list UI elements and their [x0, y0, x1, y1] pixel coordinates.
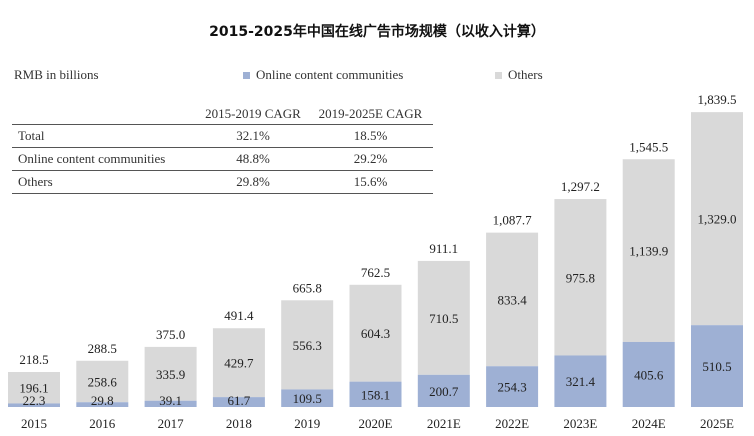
bar-label-online: 29.8 — [91, 393, 114, 408]
cagr-header-2019-2025: 2019-2025E CAGR — [318, 106, 423, 121]
bar-online — [212, 397, 265, 407]
bar-others — [486, 232, 539, 367]
bar-online — [417, 374, 470, 407]
bar-online — [76, 402, 129, 407]
bar-others — [417, 260, 470, 375]
bar-label-others: 556.3 — [293, 338, 322, 353]
bar-total-label: 218.5 — [19, 352, 48, 367]
bar-total-label: 1,839.5 — [698, 92, 737, 107]
bar-label-online: 61.7 — [228, 393, 251, 408]
x-tick-label: 2017 — [158, 416, 185, 431]
bar-others — [8, 371, 60, 404]
cagr-row-others: Others 29.8% 15.6% — [12, 170, 433, 194]
cagr-table: 2015-2019 CAGR 2019-2025E CAGR Total 32.… — [12, 104, 433, 194]
cagr-header-2015-2019: 2015-2019 CAGR — [205, 106, 301, 121]
bar-label-online: 22.3 — [23, 393, 46, 408]
bar-online — [281, 389, 334, 407]
cagr-row-label: Others — [12, 170, 198, 194]
bar-total-label: 1,545.5 — [629, 139, 668, 154]
bar-total-label: 1,297.2 — [561, 179, 600, 194]
bar-label-others: 833.4 — [497, 292, 527, 307]
bar-others — [691, 112, 743, 326]
bar-others — [76, 360, 129, 403]
x-tick-label: 2024E — [632, 416, 666, 431]
legend-swatch-online — [243, 71, 250, 79]
bar-total-label: 665.8 — [293, 280, 322, 295]
cagr-value: 48.8% — [198, 147, 308, 171]
bar-online — [144, 400, 197, 407]
bar-label-others: 975.8 — [566, 270, 595, 285]
bar-others — [144, 346, 197, 401]
legend-label-others: Others — [508, 67, 543, 82]
x-tick-label: 2023E — [563, 416, 597, 431]
unit-label: RMB in billions — [14, 67, 99, 82]
legend-label-online: Online content communities — [256, 67, 404, 82]
cagr-row-total: Total 32.1% 18.5% — [12, 124, 433, 148]
bar-label-online: 510.5 — [702, 359, 731, 374]
legend-item-online: Online content communities — [243, 67, 403, 83]
bar-total-label: 1,087.7 — [493, 213, 533, 228]
bar-label-others: 196.1 — [19, 381, 48, 396]
cagr-row-label: Online content communities — [12, 147, 198, 171]
bar-others — [622, 159, 675, 342]
x-tick-label: 2020E — [359, 416, 393, 431]
cagr-value: 29.8% — [198, 170, 308, 194]
legend-swatch-others — [495, 71, 502, 79]
x-tick-label: 2016 — [89, 416, 116, 431]
bar-label-others: 710.5 — [429, 311, 458, 326]
bar-online — [554, 355, 607, 407]
x-tick-label: 2021E — [427, 416, 461, 431]
bar-label-online: 321.4 — [566, 374, 596, 389]
cagr-row-label: Total — [12, 124, 198, 148]
cagr-header-row: 2015-2019 CAGR 2019-2025E CAGR — [12, 104, 433, 125]
bar-label-others: 335.9 — [156, 367, 185, 382]
x-tick-label: 2019 — [294, 416, 320, 431]
bar-others — [349, 284, 402, 382]
bar-label-online: 254.3 — [497, 380, 526, 395]
bar-online — [349, 381, 402, 407]
bar-total-label: 288.5 — [88, 341, 117, 356]
bar-label-online: 200.7 — [429, 384, 459, 399]
bar-total-label: 491.4 — [224, 308, 254, 323]
bar-label-online: 39.1 — [159, 393, 182, 408]
bar-online — [622, 341, 675, 407]
bar-total-label: 375.0 — [156, 327, 185, 342]
bar-others — [281, 300, 334, 390]
bar-label-others: 1,139.9 — [629, 244, 668, 259]
x-tick-label: 2022E — [495, 416, 529, 431]
bar-label-others: 258.6 — [88, 374, 118, 389]
bar-label-others: 429.7 — [224, 356, 254, 371]
x-tick-label: 2025E — [700, 416, 734, 431]
cagr-value: 15.6% — [308, 170, 433, 194]
cagr-row-online: Online content communities 48.8% 29.2% — [12, 147, 433, 171]
bar-others — [554, 199, 607, 356]
bar-total-label: 762.5 — [361, 265, 390, 280]
bar-label-others: 604.3 — [361, 326, 390, 341]
cagr-value: 18.5% — [308, 124, 433, 148]
bar-total-label: 911.1 — [429, 241, 458, 256]
chart-title: 2015-2025年中国在线广告市场规模（以收入计算） — [209, 24, 545, 40]
cagr-value: 32.1% — [198, 124, 308, 148]
bar-label-online: 109.5 — [293, 391, 322, 406]
bar-others — [212, 328, 265, 398]
bar-online — [8, 403, 60, 407]
bar-label-online: 405.6 — [634, 367, 664, 382]
x-tick-label: 2018 — [226, 416, 252, 431]
legend-item-others: Others — [495, 67, 543, 83]
cagr-value: 29.2% — [308, 147, 433, 171]
x-tick-label: 2015 — [21, 416, 47, 431]
bar-online — [486, 366, 539, 407]
bar-label-online: 158.1 — [361, 387, 390, 402]
bar-online — [691, 325, 743, 407]
bar-label-others: 1,329.0 — [698, 212, 737, 227]
